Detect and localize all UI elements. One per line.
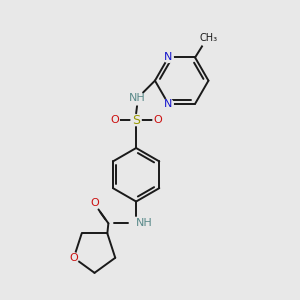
Circle shape [138, 217, 150, 230]
Circle shape [131, 115, 141, 125]
Circle shape [164, 52, 173, 62]
Text: N: N [164, 52, 172, 62]
Text: O: O [154, 115, 162, 125]
Text: NH: NH [129, 94, 146, 103]
Circle shape [90, 199, 100, 208]
Circle shape [131, 92, 143, 105]
Circle shape [164, 99, 173, 109]
Text: O: O [90, 199, 99, 208]
Circle shape [69, 253, 79, 263]
Circle shape [200, 28, 218, 47]
Text: O: O [69, 253, 78, 263]
Text: CH₃: CH₃ [200, 33, 218, 43]
Text: S: S [132, 114, 140, 127]
Text: N: N [164, 99, 172, 109]
Circle shape [110, 115, 119, 125]
Circle shape [153, 115, 163, 125]
Text: NH: NH [136, 218, 152, 228]
Text: O: O [110, 115, 119, 125]
